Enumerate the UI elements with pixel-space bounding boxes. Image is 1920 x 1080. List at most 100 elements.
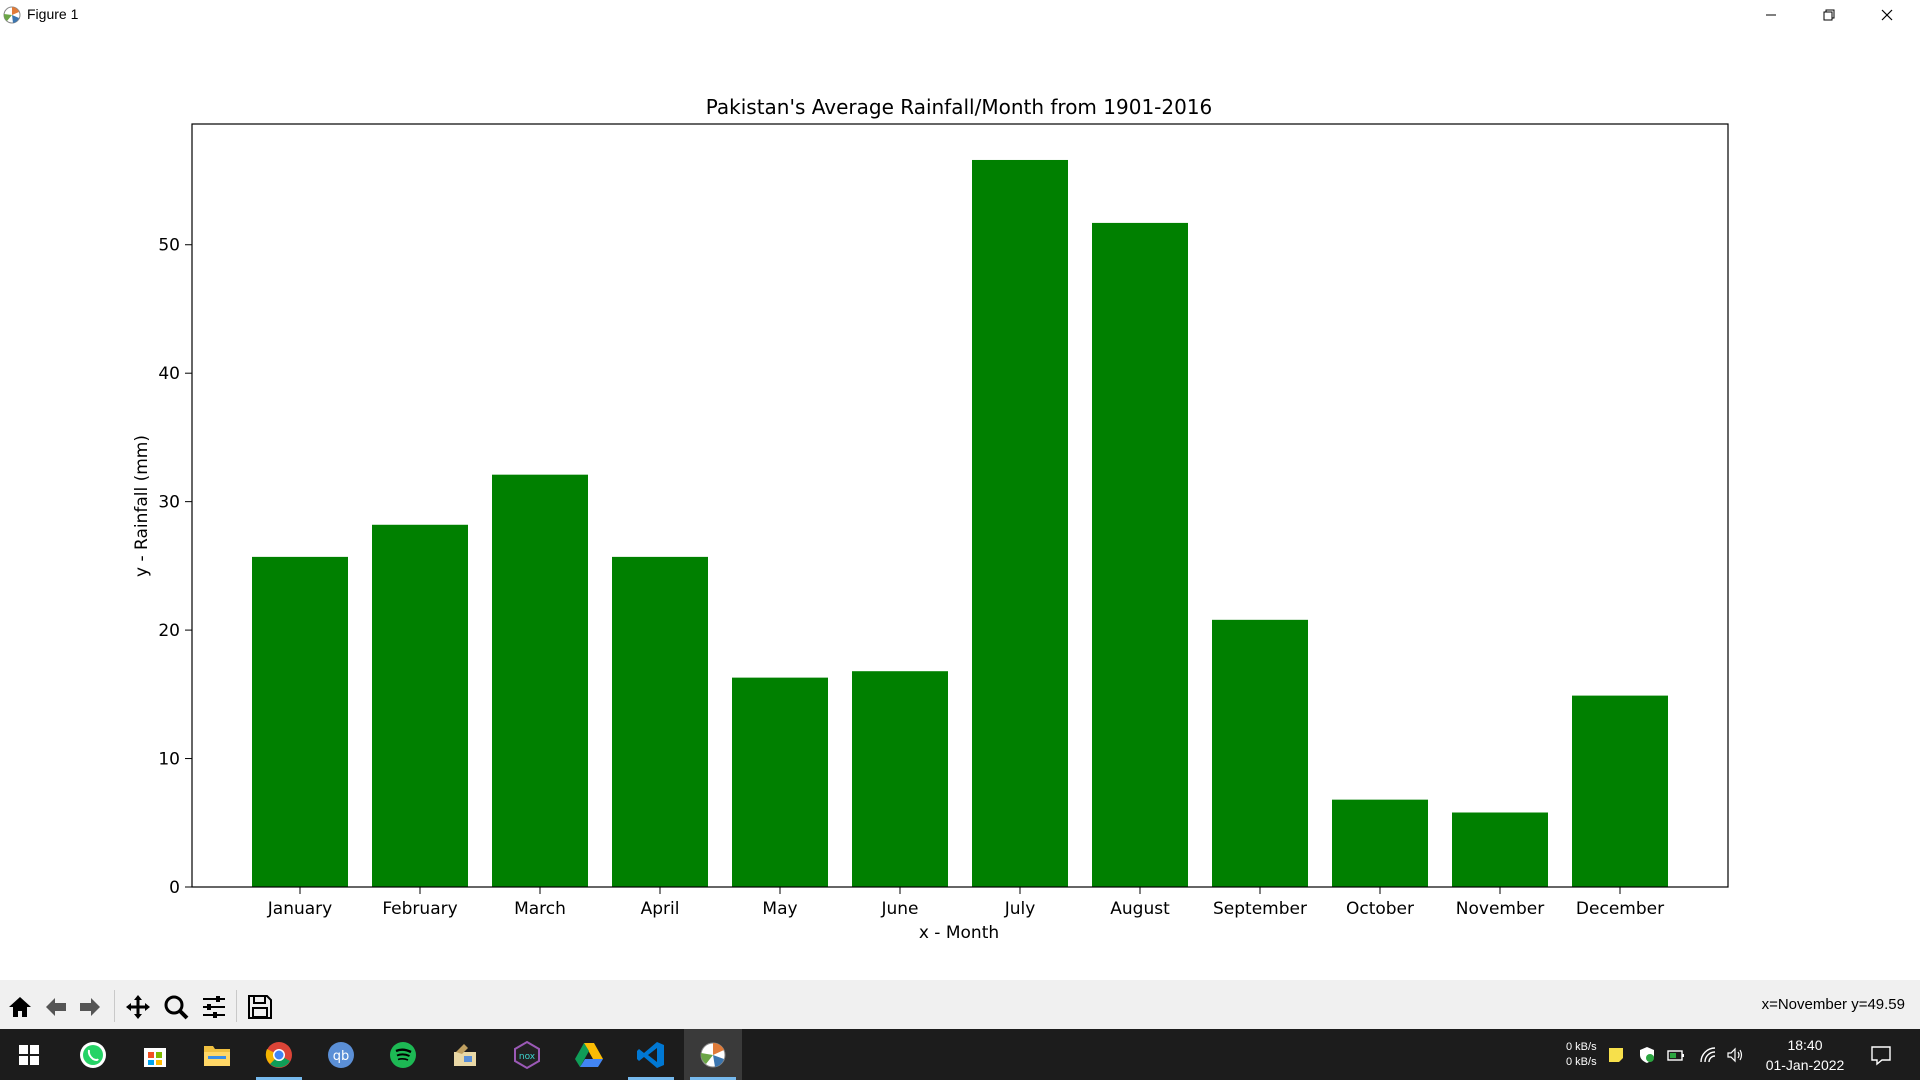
restore-icon: [1823, 9, 1835, 21]
nox-icon: nox: [514, 1040, 540, 1069]
forward-button[interactable]: [74, 991, 106, 1023]
clock-date[interactable]: 01-Jan-2022: [1765, 1057, 1845, 1073]
clock-time[interactable]: 18:40: [1787, 1037, 1823, 1053]
x-tick-label-november: November: [1456, 899, 1544, 919]
wifi-icon[interactable]: [1699, 1046, 1717, 1064]
y-axis-label: y - Rainfall (mm): [132, 435, 152, 577]
sticky-notes-icon[interactable]: [1607, 1046, 1625, 1064]
close-button[interactable]: [1858, 0, 1916, 30]
taskbar-paint[interactable]: [436, 1029, 494, 1080]
save-icon: [248, 995, 272, 1019]
active-indicator: [628, 1077, 674, 1080]
pan-icon: [126, 995, 150, 1019]
plot-frame: [191, 123, 1729, 888]
cursor-coordinates: x=November y=49.59: [1761, 996, 1905, 1013]
active-indicator: [690, 1077, 736, 1080]
home-button[interactable]: [4, 991, 36, 1023]
x-tick-label-december: December: [1576, 899, 1664, 919]
bar-october: [1332, 799, 1428, 887]
window-title-bar: Figure 1: [0, 0, 1920, 30]
restore-button[interactable]: [1800, 0, 1858, 30]
taskbar-nox[interactable]: nox: [498, 1029, 556, 1080]
pan-button[interactable]: [122, 991, 154, 1023]
navigation-toolbar: x=November y=49.59: [0, 980, 1920, 1029]
matplotlib-figure-icon: [700, 1042, 726, 1067]
x-tick-label-may: May: [762, 899, 797, 919]
active-indicator: [256, 1077, 302, 1080]
x-tick-label-august: August: [1110, 899, 1170, 919]
configure-subplots-button[interactable]: [198, 991, 230, 1023]
volume-icon[interactable]: [1726, 1046, 1744, 1064]
taskbar-vscode[interactable]: [622, 1029, 680, 1080]
save-button[interactable]: [244, 991, 276, 1023]
forward-icon: [80, 998, 100, 1016]
figure-canvas[interactable]: Pakistan's Average Rainfall/Month from 1…: [0, 30, 1920, 980]
x-tick-label-june: June: [880, 899, 918, 919]
x-tick-label-september: September: [1213, 899, 1307, 919]
home-icon: [9, 997, 31, 1017]
window-title: Figure 1: [27, 6, 79, 22]
zoom-button[interactable]: [160, 991, 192, 1023]
back-button[interactable]: [40, 991, 72, 1023]
taskbar-spotify[interactable]: [374, 1029, 432, 1080]
back-icon: [46, 998, 66, 1016]
x-tick-label-february: February: [382, 899, 457, 919]
vscode-icon: [637, 1041, 664, 1068]
taskbar-store[interactable]: [126, 1029, 184, 1080]
taskbar-qbittorrent[interactable]: qb: [312, 1029, 370, 1080]
chrome-icon: [265, 1041, 292, 1068]
x-tick-label-july: July: [1004, 899, 1036, 919]
paint-icon: [454, 1043, 476, 1066]
svg-text:nox: nox: [519, 1052, 536, 1062]
start-button[interactable]: [0, 1029, 58, 1080]
y-tick-label: 0: [169, 878, 180, 898]
y-tick-label: 40: [158, 364, 180, 384]
x-tick-label-april: April: [641, 899, 680, 919]
bar-may: [732, 677, 828, 887]
x-tick-label-march: March: [514, 899, 566, 919]
battery-icon[interactable]: [1667, 1046, 1685, 1064]
bar-january: [252, 556, 348, 887]
chart-title: Pakistan's Average Rainfall/Month from 1…: [706, 95, 1213, 119]
taskbar-file-explorer[interactable]: [188, 1029, 246, 1080]
google-drive-icon: [575, 1042, 603, 1067]
bar-november: [1452, 812, 1548, 887]
taskbar: qb nox 0 kB/s 0 kB/s 18:40 01-Jan-2022: [0, 1029, 1920, 1080]
toolbar-separator: [114, 990, 115, 1022]
bar-june: [852, 671, 948, 887]
minimize-button[interactable]: [1742, 0, 1800, 30]
zoom-icon: [164, 995, 189, 1020]
close-icon: [1881, 9, 1893, 21]
file-explorer-icon: [204, 1045, 230, 1066]
whatsapp-icon: [80, 1041, 106, 1068]
x-tick-label-october: October: [1346, 899, 1414, 919]
y-tick-label: 20: [158, 621, 180, 641]
taskbar-google-drive[interactable]: [560, 1029, 618, 1080]
network-download-speed: 0 kB/s: [1566, 1056, 1597, 1068]
matplotlib-logo-icon: [2, 5, 22, 25]
bar-march: [492, 474, 588, 887]
network-upload-speed: 0 kB/s: [1566, 1041, 1597, 1053]
y-tick-label: 10: [158, 750, 180, 770]
bar-april: [612, 556, 708, 887]
bar-december: [1572, 695, 1668, 887]
taskbar-matplotlib-figure[interactable]: [684, 1029, 742, 1080]
notifications-icon[interactable]: [1870, 1044, 1892, 1066]
bar-july: [972, 159, 1068, 888]
qbittorrent-icon: qb: [328, 1041, 354, 1068]
security-shield-icon[interactable]: [1638, 1046, 1656, 1064]
spotify-icon: [390, 1041, 416, 1068]
svg-text:qb: qb: [333, 1049, 350, 1064]
bar-september: [1212, 619, 1308, 887]
taskbar-whatsapp[interactable]: [64, 1029, 122, 1080]
bar-august: [1092, 222, 1188, 887]
bar-chart[interactable]: Pakistan's Average Rainfall/Month from 1…: [0, 30, 1920, 980]
store-icon: [144, 1047, 166, 1067]
windows-start-icon: [19, 1044, 39, 1065]
configure-subplots-icon: [203, 996, 225, 1018]
x-tick-label-january: January: [267, 899, 332, 919]
y-tick-label: 50: [158, 236, 180, 256]
toolbar-separator: [236, 990, 237, 1022]
taskbar-chrome[interactable]: [250, 1029, 308, 1080]
minimize-icon: [1766, 14, 1776, 16]
